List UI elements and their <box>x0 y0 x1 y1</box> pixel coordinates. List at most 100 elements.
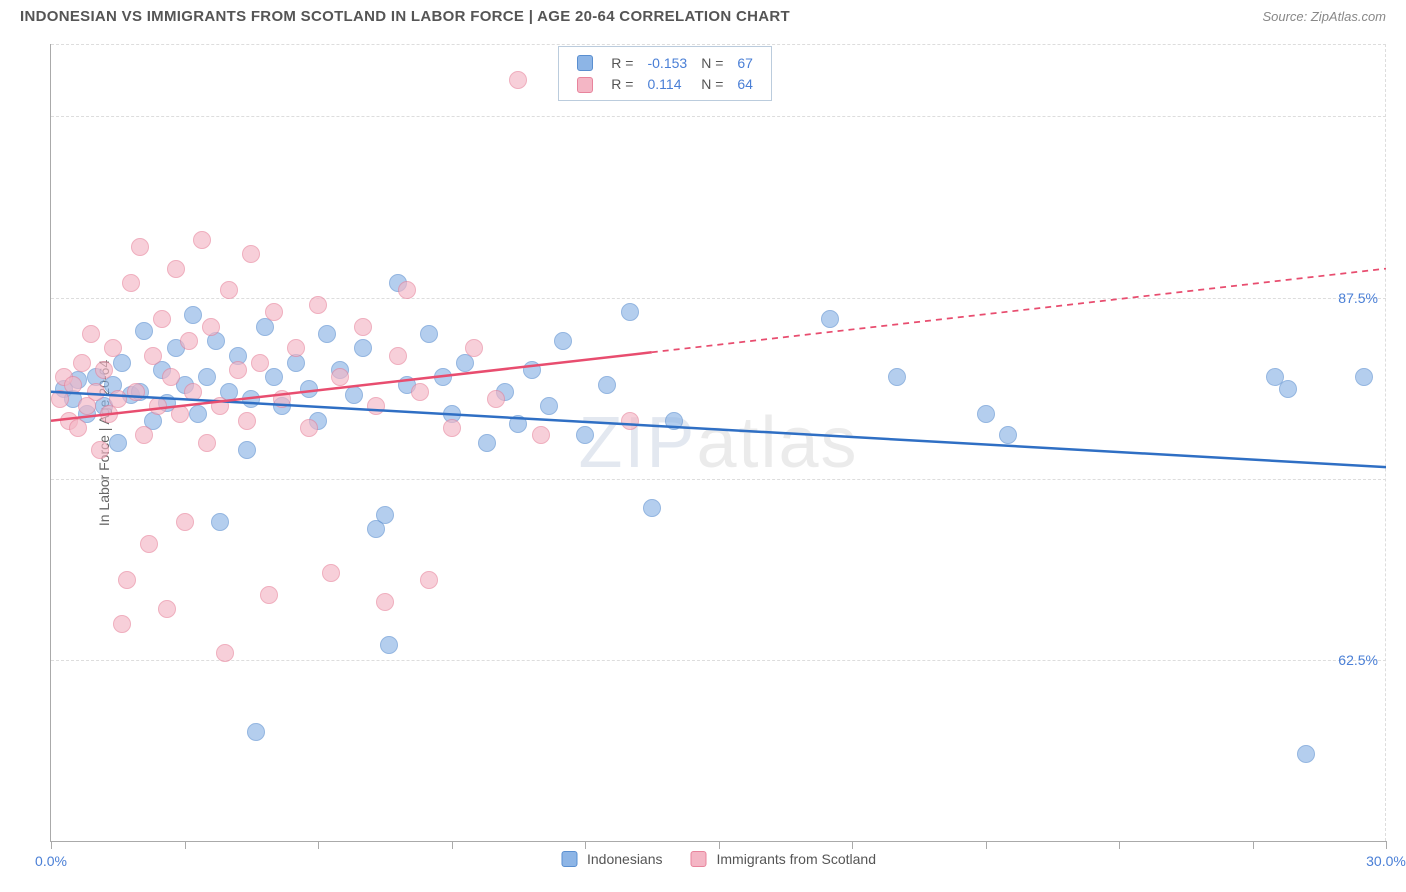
data-point-indonesians <box>434 368 452 386</box>
data-point-scotland <box>87 383 105 401</box>
data-point-indonesians <box>576 426 594 444</box>
data-point-indonesians <box>665 412 683 430</box>
data-point-scotland <box>509 71 527 89</box>
data-point-scotland <box>260 586 278 604</box>
data-point-scotland <box>171 405 189 423</box>
data-point-indonesians <box>300 380 318 398</box>
data-point-scotland <box>82 325 100 343</box>
data-point-scotland <box>127 383 145 401</box>
data-point-indonesians <box>198 368 216 386</box>
data-point-scotland <box>202 318 220 336</box>
data-point-indonesians <box>554 332 572 350</box>
legend-item-scotland: Immigrants from Scotland <box>691 851 877 867</box>
data-point-indonesians <box>977 405 995 423</box>
data-point-indonesians <box>621 303 639 321</box>
data-point-indonesians <box>888 368 906 386</box>
data-point-indonesians <box>999 426 1017 444</box>
data-point-indonesians <box>1355 368 1373 386</box>
x-tick <box>719 841 720 849</box>
x-tick <box>852 841 853 849</box>
data-point-indonesians <box>265 368 283 386</box>
data-point-scotland <box>229 361 247 379</box>
x-tick <box>986 841 987 849</box>
x-tick <box>1253 841 1254 849</box>
data-point-scotland <box>487 390 505 408</box>
x-tick <box>1386 841 1387 849</box>
data-point-scotland <box>144 347 162 365</box>
data-point-scotland <box>273 390 291 408</box>
data-point-scotland <box>220 281 238 299</box>
data-point-scotland <box>135 426 153 444</box>
data-point-scotland <box>211 397 229 415</box>
data-point-scotland <box>238 412 256 430</box>
x-tick-label: 30.0% <box>1366 853 1406 869</box>
data-point-indonesians <box>420 325 438 343</box>
data-point-indonesians <box>540 397 558 415</box>
data-point-scotland <box>140 535 158 553</box>
gridline <box>51 660 1386 661</box>
data-point-indonesians <box>509 415 527 433</box>
data-point-scotland <box>153 310 171 328</box>
data-point-scotland <box>73 354 91 372</box>
data-point-scotland <box>367 397 385 415</box>
data-point-scotland <box>532 426 550 444</box>
data-point-indonesians <box>184 306 202 324</box>
data-point-scotland <box>242 245 260 263</box>
data-point-indonesians <box>247 723 265 741</box>
data-point-indonesians <box>598 376 616 394</box>
x-tick <box>585 841 586 849</box>
data-point-scotland <box>465 339 483 357</box>
data-point-indonesians <box>478 434 496 452</box>
data-point-indonesians <box>376 506 394 524</box>
data-point-scotland <box>198 434 216 452</box>
data-point-scotland <box>420 571 438 589</box>
data-point-scotland <box>216 644 234 662</box>
data-point-scotland <box>91 441 109 459</box>
data-point-scotland <box>149 397 167 415</box>
data-point-scotland <box>251 354 269 372</box>
data-point-scotland <box>162 368 180 386</box>
data-point-scotland <box>69 419 87 437</box>
data-point-indonesians <box>1297 745 1315 763</box>
data-point-scotland <box>300 419 318 437</box>
x-tick <box>318 841 319 849</box>
data-point-indonesians <box>643 499 661 517</box>
data-point-scotland <box>287 339 305 357</box>
gridline <box>51 479 1386 480</box>
gridline <box>51 116 1386 117</box>
data-point-indonesians <box>1279 380 1297 398</box>
data-point-scotland <box>376 593 394 611</box>
data-point-scotland <box>167 260 185 278</box>
data-point-scotland <box>331 368 349 386</box>
data-point-scotland <box>411 383 429 401</box>
data-point-scotland <box>184 383 202 401</box>
data-point-scotland <box>180 332 198 350</box>
legend-item-indonesians: Indonesians <box>561 851 663 867</box>
data-point-scotland <box>122 274 140 292</box>
x-tick <box>185 841 186 849</box>
y-tick-label: 87.5% <box>1338 290 1378 306</box>
data-point-scotland <box>109 390 127 408</box>
data-point-scotland <box>95 361 113 379</box>
data-point-scotland <box>265 303 283 321</box>
data-point-indonesians <box>109 434 127 452</box>
x-tick <box>1119 841 1120 849</box>
data-point-scotland <box>309 296 327 314</box>
gridline <box>51 298 1386 299</box>
data-point-indonesians <box>242 390 260 408</box>
data-point-scotland <box>64 376 82 394</box>
data-point-indonesians <box>318 325 336 343</box>
data-point-indonesians <box>380 636 398 654</box>
data-point-scotland <box>398 281 416 299</box>
watermark: ZIPatlas <box>578 402 858 484</box>
data-point-scotland <box>113 615 131 633</box>
chart-source: Source: ZipAtlas.com <box>1262 9 1386 24</box>
data-point-scotland <box>621 412 639 430</box>
data-point-scotland <box>158 600 176 618</box>
data-point-scotland <box>51 390 69 408</box>
data-point-indonesians <box>345 386 363 404</box>
data-point-scotland <box>176 513 194 531</box>
data-point-scotland <box>354 318 372 336</box>
data-point-indonesians <box>821 310 839 328</box>
data-point-indonesians <box>238 441 256 459</box>
